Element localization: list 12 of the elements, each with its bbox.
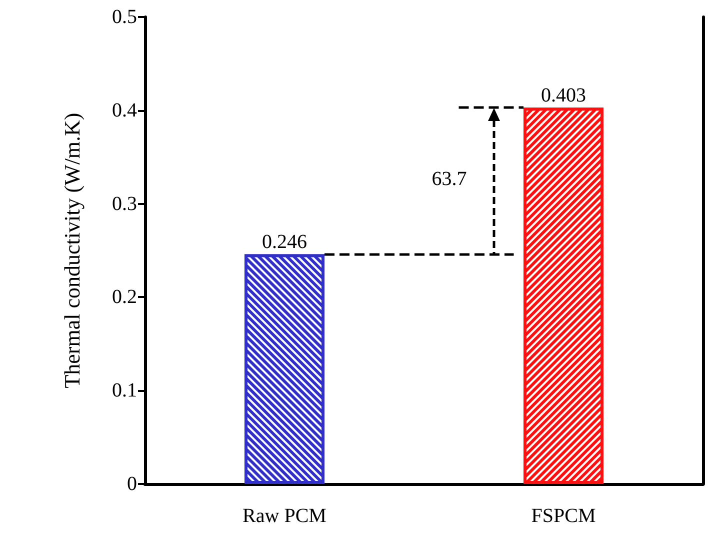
data-label: 0.403 xyxy=(541,84,586,107)
y-axis-title: Thermal conductivity (W/m.K) xyxy=(60,112,84,388)
y-tick-label: 0 xyxy=(127,473,137,495)
y-tick-label: 0.5 xyxy=(112,6,137,28)
annotation: 63.7 xyxy=(432,168,467,190)
y-tick-label: 0.2 xyxy=(112,286,137,308)
y-tick-label: 0.1 xyxy=(112,380,137,402)
y-tick-label: 0.3 xyxy=(112,192,137,215)
y-tick-label: 0.4 xyxy=(112,99,137,122)
x-tick-label: Raw PCM xyxy=(242,505,327,527)
data-label: 0.246 xyxy=(262,231,307,254)
x-tick-label: FSPCM xyxy=(531,505,596,527)
